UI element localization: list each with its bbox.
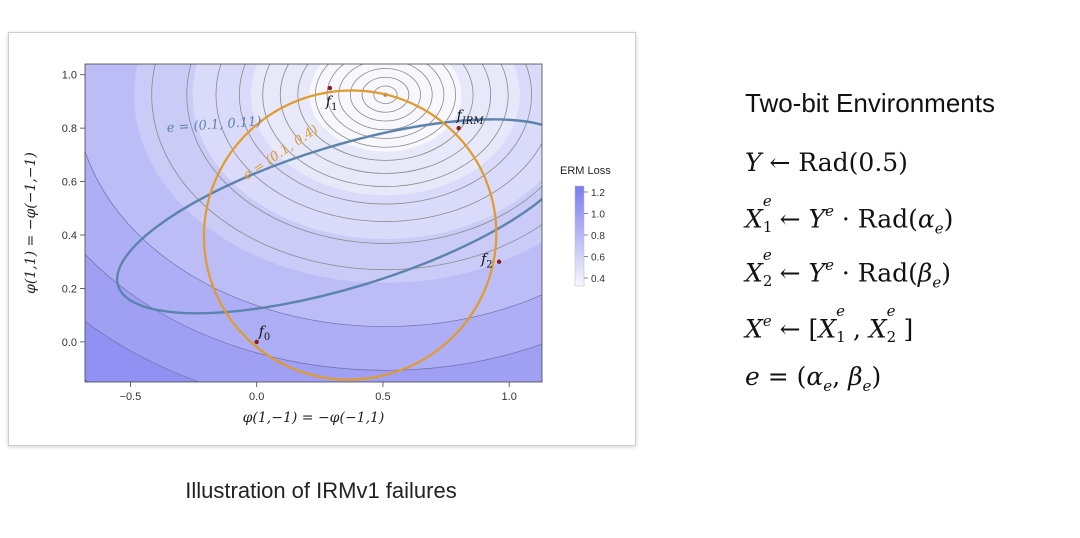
colorbar-tick-label: 0.6: [591, 253, 605, 264]
x-tick-label: 0.5: [375, 391, 390, 403]
contour-line: [215, 64, 542, 222]
contour-line: [151, 64, 542, 271]
contour-line: [326, 64, 445, 139]
contour-plot: −0.5 0.0 0.5 1.0 0.0 0.2 0.4 0.6 0.8 1.0 φ(1,−1) =…: [23, 63, 611, 426]
y-tick-label: 0.6: [62, 177, 77, 189]
colorbar-tick-label: 1.2: [591, 188, 605, 199]
colorbar-tick-label: 0.8: [591, 231, 605, 242]
contour-line: [349, 68, 421, 122]
y-tick-label: 0.2: [62, 283, 77, 295]
equation-e: e = (αe, βe): [745, 362, 882, 395]
contour-line: [85, 149, 542, 327]
colorbar-tick-label: 1.0: [591, 210, 605, 221]
x-tick-label: 1.0: [502, 391, 517, 403]
contour-line: [373, 85, 398, 104]
contour-line: [186, 64, 542, 244]
environment-curve-blue: [115, 118, 542, 315]
environment-curve-orange: [202, 89, 498, 381]
y-axis-label: φ(1,1) = −φ(−1,−1): [23, 152, 39, 294]
x-axis-label: φ(1,−1) = −φ(−1,1): [243, 410, 385, 426]
equation-x1: Xe 1 ← Ye · Rad(αe): [745, 192, 954, 238]
colorbar-tick-label: 0.4: [591, 274, 605, 285]
curve-label-blue: e = (0.1, 0.11): [166, 114, 262, 136]
y-tick-label: 0.0: [62, 337, 77, 349]
y-tick-label: 1.0: [62, 70, 77, 82]
environments-title: Two-bit Environments: [745, 88, 995, 118]
contour-line: [297, 64, 474, 161]
x-tick-label: 0.0: [249, 391, 264, 403]
point-label-f2: f2: [480, 252, 493, 271]
equation-x2: Xe 2 ← Ye · Rad(βe): [745, 246, 951, 292]
loss-band: [309, 64, 462, 152]
equation-xe: Xe ← [Xe 1 , Xe 2 ]: [745, 302, 914, 346]
point-marker-f1: [327, 85, 333, 91]
point-label-f0: f0: [258, 324, 271, 343]
plot-frame: [84, 63, 543, 383]
y-tick-label: 0.8: [62, 123, 77, 135]
point-marker-f0: [254, 339, 259, 345]
contour-line: [361, 76, 410, 113]
contour-line: [279, 64, 492, 174]
equation-y: Y ← Rad(0.5): [745, 148, 908, 177]
contour-line: [262, 64, 509, 187]
figure-frame: −0.5 0.0 0.5 1.0 0.0 0.2 0.4 0.6 0.8 1.0 φ(1,−1) =…: [8, 32, 636, 446]
point-marker-f2: [496, 259, 502, 264]
contour-line: [238, 64, 532, 205]
y-tick-label: 0.4: [62, 230, 77, 242]
colorbar-title: ERM Loss: [560, 165, 611, 177]
contour-line: [85, 253, 542, 371]
x-tick-label: −0.5: [120, 391, 142, 403]
point-label-firm: fIRM: [456, 108, 485, 127]
colorbar-gradient: [574, 185, 585, 287]
figure-caption: Illustration of IRMv1 failures: [185, 478, 457, 503]
contour-line: [338, 64, 433, 131]
point-marker-firm: [456, 125, 461, 131]
point-label-f1: f1: [325, 94, 338, 113]
